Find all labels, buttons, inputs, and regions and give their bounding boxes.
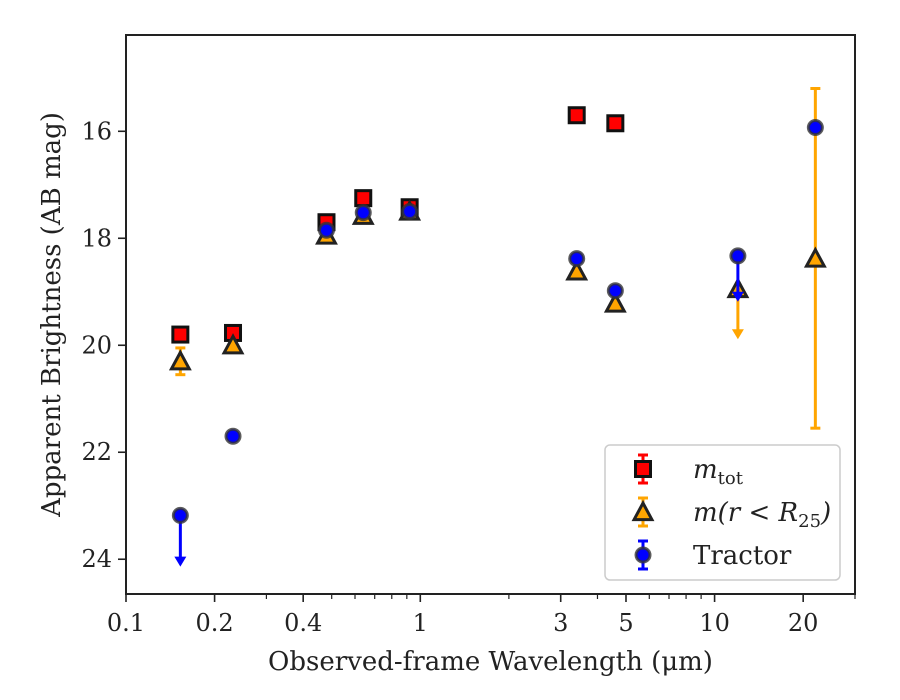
x-tick-label: 3: [553, 609, 568, 637]
axes: 0.1 0.2 0.4 1 3 5 10 20 16 18 20 22 24 Observed-frame…: [37, 34, 856, 677]
legend-marker-triangle: [631, 499, 655, 522]
x-tick-label: 20: [788, 609, 819, 637]
legend-label: mtot: [693, 455, 744, 489]
series-triangle: [168, 86, 827, 430]
legend-marker-circle: [634, 546, 652, 564]
y-tick-label: 16: [81, 117, 112, 145]
upper-limit-arrow: [731, 329, 744, 340]
x-tick-label: 0.4: [284, 609, 322, 637]
x-tick-label: 0.1: [107, 609, 145, 637]
y-tick-label: 22: [81, 438, 112, 466]
upper-limit-arrow: [731, 291, 744, 302]
x-tick-label: 10: [699, 609, 730, 637]
plot-area: [168, 86, 827, 567]
x-tick-label: 0.2: [196, 609, 234, 637]
legend-label: Tractor: [693, 541, 792, 571]
y-tick-label: 24: [81, 545, 112, 573]
y-axis-label: Apparent Brightness (AB mag): [37, 112, 67, 518]
y-tick-label: 20: [81, 331, 112, 359]
x-tick-label: 1: [413, 609, 428, 637]
series-square: [171, 106, 625, 344]
upper-limit-arrow: [174, 556, 187, 567]
legend-label: m(r < R25): [693, 498, 831, 532]
legend: mtot m(r < R25) Tractor: [604, 444, 841, 581]
series-circle: [171, 119, 824, 567]
plot-frame: [125, 34, 856, 595]
legend-box: [604, 444, 841, 581]
x-axis-label: Observed-frame Wavelength (μm): [268, 647, 713, 677]
legend-marker-square: [634, 460, 652, 478]
y-tick-label: 18: [81, 224, 112, 252]
x-tick-label: 5: [618, 609, 633, 637]
